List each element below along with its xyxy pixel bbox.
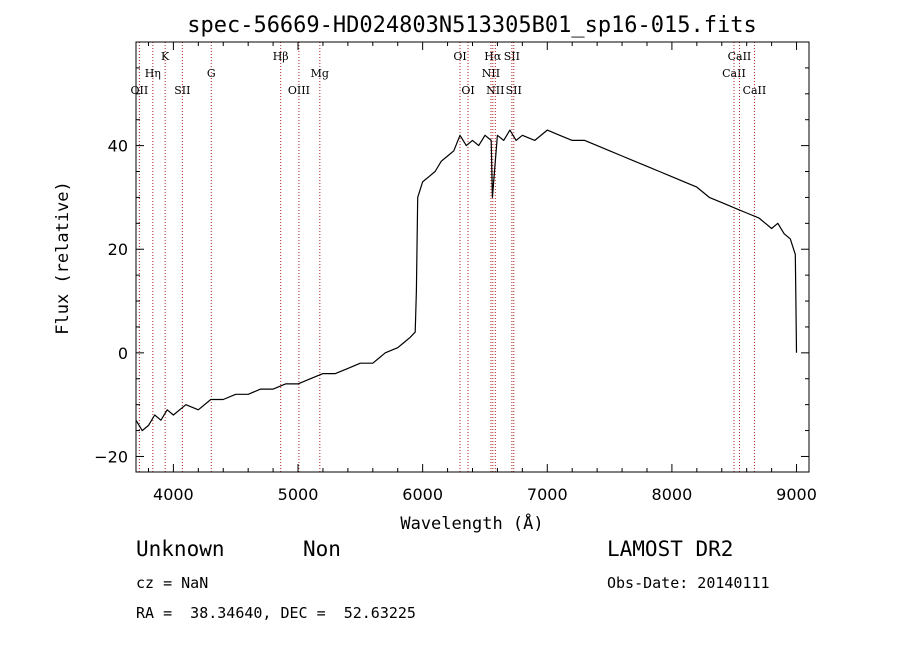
spectral-line-label: OII [131,84,149,97]
y-axis-label: Flux (relative) [53,181,73,335]
object-class: Unknown [136,537,225,561]
y-tick-label: 0 [118,344,128,363]
x-tick-label: 9000 [776,485,817,504]
series-layer [135,129,798,432]
x-tick-label: 5000 [278,485,319,504]
spectral-line-label: OI [461,84,474,97]
y-tick-label: 40 [108,137,128,156]
spectral-line-label: NII [482,67,500,80]
spectral-line-label: K [161,50,170,63]
plot-frame [135,41,810,473]
spectral-line-label: CaII [728,50,752,63]
spectral-line-label: Mg [311,67,329,80]
y-ticks: −20 0 20 40 [94,67,809,466]
spectral-line-label: SII [174,84,190,97]
observation-date: Obs-Date: 20140111 [607,574,770,592]
redshift-cz: cz = NaN [136,574,209,592]
chart-title: spec-56669-HD024803N513305B01_sp16-015.f… [187,13,757,38]
spectral-line-label: CaII [722,67,746,80]
spectral-lines-layer: OIIHηKSIIGHβOIIIMgOIOIHαNIINIISIISIICaII… [131,42,767,472]
y-tick-label: −20 [94,447,128,466]
spectral-line-label: CaII [743,84,767,97]
spectral-line-label: Hβ [273,50,289,63]
x-tick-label: 8000 [652,485,693,504]
x-tick-label: 4000 [153,485,194,504]
spectral-line-label: Hη [145,67,161,80]
survey-name: LAMOST DR2 [607,537,734,561]
spectral-line-label: OI [453,50,466,63]
spectral-line-label: Hα [484,50,502,63]
x-tick-label: 6000 [402,485,443,504]
spectral-line-label: SII [504,50,520,63]
x-ticks: 4000 5000 6000 7000 8000 9000 [147,42,817,504]
spectrum-series-line [135,129,798,432]
object-subclass: Non [303,537,341,561]
y-tick-label: 20 [108,240,128,259]
spectral-line-label: OIII [288,84,310,97]
coordinates: RA = 38.34640, DEC = 52.63225 [136,604,416,622]
spectral-line-label: G [207,67,216,80]
spectral-line-label: SII [506,84,522,97]
spectral-line-label: NII [486,84,504,97]
x-axis-label: Wavelength (Å) [400,512,543,534]
x-tick-label: 7000 [527,485,568,504]
